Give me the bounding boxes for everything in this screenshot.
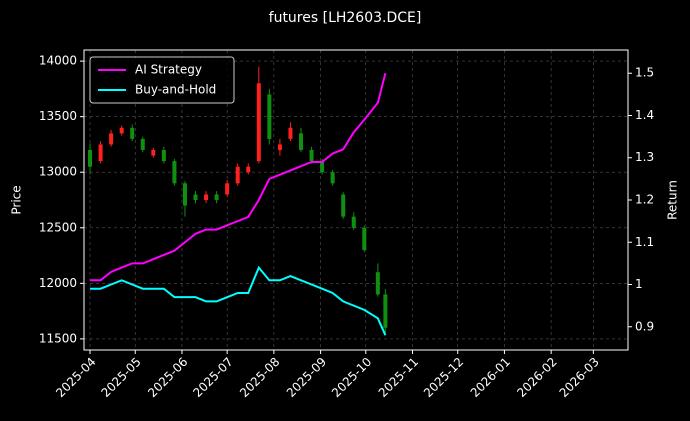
x-tick-label: 2025-07 (190, 355, 235, 400)
candle-body (383, 294, 388, 328)
y2-axis-label: Return (666, 180, 680, 220)
y-tick-label: 13000 (39, 165, 77, 179)
candle-body (214, 194, 219, 200)
candle-body (375, 272, 380, 295)
y-tick-label: 14000 (39, 54, 77, 68)
legend-label: AI Strategy (135, 63, 202, 77)
y2-tick-label: 1.1 (635, 235, 654, 249)
plot-frame (83, 49, 629, 351)
candle-body (225, 183, 230, 195)
chart-title: futures [LH2603.DCE] (269, 10, 422, 26)
candle-body (151, 150, 156, 156)
candle-body (172, 161, 177, 184)
candle-body (130, 127, 135, 139)
x-tick-label: 2025-05 (98, 355, 143, 400)
candle-body (351, 216, 356, 228)
candle-body (119, 127, 124, 134)
legend-label: Buy-and-Hold (135, 83, 216, 97)
y-axis-label: Price (10, 185, 24, 214)
candle-body (277, 144, 282, 150)
candle-body (298, 133, 303, 150)
candle-body (330, 172, 335, 184)
candle-body (309, 150, 314, 162)
y2-tick-label: 1.2 (635, 193, 654, 207)
line-series (90, 72, 387, 282)
candle-body (235, 166, 240, 184)
x-tick-label: 2025-06 (145, 355, 190, 400)
x-tick-label: 2025-12 (421, 355, 466, 400)
y-tick-label: 12000 (39, 276, 77, 290)
candle-body (98, 144, 103, 162)
candle-body (204, 194, 209, 200)
x-tick-label: 2026-01 (468, 355, 513, 400)
y2-tick-label: 1.3 (635, 150, 654, 164)
y2-tick-label: 1 (635, 277, 643, 291)
y2-tick-label: 1.5 (635, 66, 654, 80)
candle-body (140, 138, 145, 150)
x-tick-label: 2025-10 (329, 355, 374, 400)
x-tick-label: 2025-09 (284, 355, 329, 400)
legend-box (89, 56, 235, 104)
candle-body (161, 150, 166, 162)
y-tick-label: 13500 (39, 109, 77, 123)
candle-body (88, 150, 93, 167)
x-tick-label: 2025-11 (376, 355, 421, 400)
y-tick-label: 11500 (39, 331, 77, 345)
y-tick-label: 12500 (39, 220, 77, 234)
candle-body (246, 166, 251, 173)
candle-body (288, 127, 293, 139)
line-series (90, 265, 387, 336)
y2-tick-label: 0.9 (635, 319, 654, 333)
candle-body (256, 83, 261, 162)
candle-body (362, 227, 367, 250)
candle-body (267, 94, 272, 139)
x-tick-label: 2026-02 (514, 355, 559, 400)
x-tick-label: 2025-08 (237, 355, 282, 400)
x-tick-label: 2026-03 (557, 355, 602, 400)
candle-body (109, 133, 114, 145)
y2-tick-label: 1.4 (635, 108, 654, 122)
candle-body (182, 183, 187, 206)
candle-body (320, 161, 325, 173)
candle-body (341, 194, 346, 217)
candle-body (193, 194, 198, 200)
x-tick-label: 2025-04 (53, 355, 98, 400)
